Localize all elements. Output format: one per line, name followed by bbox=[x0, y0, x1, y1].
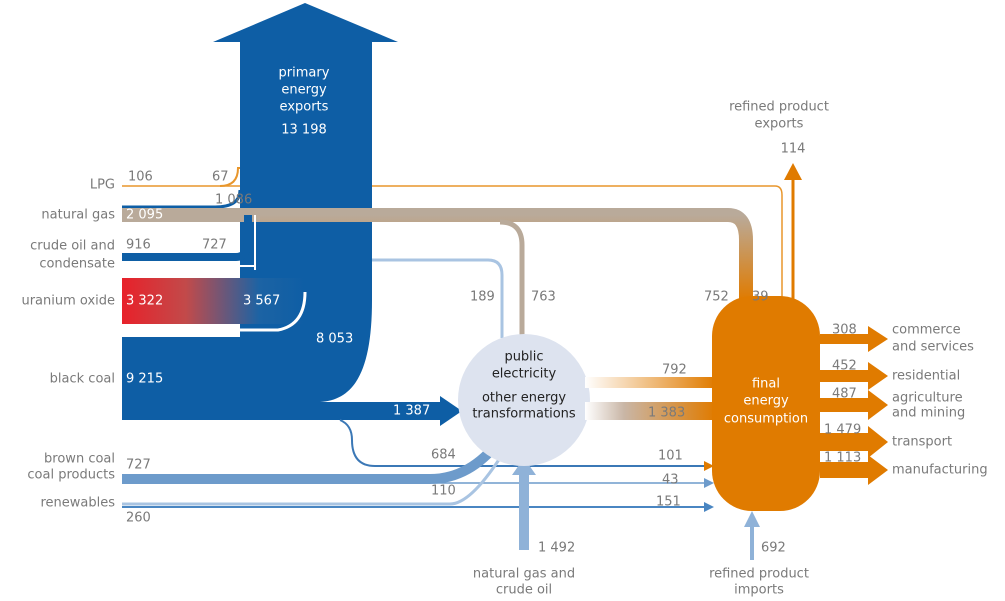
node-value: 1 492 bbox=[538, 541, 575, 556]
use-value: 1 479 bbox=[824, 423, 861, 438]
source-label: uranium oxide bbox=[21, 294, 115, 309]
natural-gas-flow bbox=[122, 208, 753, 300]
use-value: 1 113 bbox=[824, 451, 861, 466]
node-label: energy bbox=[281, 83, 327, 98]
separator bbox=[122, 291, 307, 332]
black-coal-to-transformation bbox=[122, 396, 462, 426]
flow-value: 752 bbox=[704, 290, 729, 305]
gas-to-transformation bbox=[499, 219, 525, 338]
lpg-export-flow bbox=[219, 167, 240, 187]
use-label: manufacturing bbox=[892, 463, 988, 478]
gas-export-flow bbox=[122, 189, 242, 209]
source-label: coal products bbox=[27, 468, 115, 483]
flow-value: 110 bbox=[431, 484, 456, 499]
flows bbox=[122, 3, 888, 560]
flow-value: 67 bbox=[212, 170, 229, 185]
use-label: and mining bbox=[892, 406, 965, 421]
node-label: final bbox=[752, 377, 780, 392]
flow-value: 8 053 bbox=[316, 332, 353, 347]
source-value: 106 bbox=[128, 170, 153, 185]
use-value: 308 bbox=[832, 323, 857, 338]
flow-value: 792 bbox=[662, 363, 687, 378]
source-value: 2 095 bbox=[126, 208, 163, 223]
source-value: 727 bbox=[126, 458, 151, 473]
use-label: and services bbox=[892, 340, 974, 355]
use-arrow bbox=[820, 326, 888, 352]
node-label: electricity bbox=[492, 367, 557, 382]
source-label: condensate bbox=[39, 257, 115, 272]
coal-to-final bbox=[339, 419, 710, 467]
transformation-node bbox=[458, 334, 590, 466]
renewables-to-transformation bbox=[122, 457, 502, 506]
node-label: natural gas and bbox=[473, 567, 575, 582]
use-arrow bbox=[820, 455, 888, 485]
source-label: crude oil and bbox=[30, 239, 115, 254]
source-label: renewables bbox=[40, 496, 115, 511]
use-value: 487 bbox=[832, 387, 857, 402]
node-label: refined product bbox=[729, 100, 829, 115]
use-arrow bbox=[820, 390, 888, 420]
arrow-head bbox=[784, 163, 802, 180]
node-label: crude oil bbox=[496, 583, 552, 598]
flow-value: 763 bbox=[531, 290, 556, 305]
flow-value: 39 bbox=[752, 290, 769, 305]
electricity-to-final bbox=[585, 377, 715, 388]
node-label: public bbox=[504, 350, 543, 365]
arrow-head bbox=[704, 478, 714, 488]
node-label: consumption bbox=[724, 412, 808, 427]
use-arrow bbox=[820, 426, 888, 458]
node-value: 114 bbox=[781, 142, 806, 157]
use-label: transport bbox=[892, 435, 952, 450]
lpg-flow bbox=[122, 185, 783, 300]
node-label: exports bbox=[280, 100, 329, 115]
source-label: black coal bbox=[50, 372, 115, 387]
arrow-head bbox=[704, 461, 714, 471]
source-value: 916 bbox=[126, 238, 151, 253]
node-label: refined product bbox=[709, 567, 809, 582]
source-value: 260 bbox=[126, 511, 151, 526]
source-value: 3 322 bbox=[126, 294, 163, 309]
node-label: imports bbox=[734, 583, 784, 598]
use-arrow bbox=[820, 362, 888, 390]
node-label: primary bbox=[279, 66, 330, 81]
export-arrow-head bbox=[213, 3, 398, 42]
flow-value: 1 387 bbox=[393, 404, 430, 419]
use-label: commerce bbox=[892, 323, 961, 338]
node-value: 692 bbox=[761, 541, 786, 556]
node-label: exports bbox=[755, 117, 804, 132]
node-label: energy bbox=[743, 394, 789, 409]
flow-value: 727 bbox=[202, 238, 227, 253]
flow-value: 1 383 bbox=[648, 406, 685, 421]
node-value: 13 198 bbox=[281, 123, 327, 138]
source-label: LPG bbox=[90, 178, 115, 193]
crude-flow bbox=[122, 215, 252, 261]
use-label: residential bbox=[892, 369, 960, 384]
flow-value: 3 567 bbox=[243, 294, 280, 309]
use-label: agriculture bbox=[892, 391, 963, 406]
source-value: 9 215 bbox=[126, 372, 163, 387]
uranium-flow bbox=[122, 270, 305, 324]
source-label: brown coal bbox=[44, 452, 115, 467]
node-label: transformations bbox=[472, 407, 576, 422]
source-label: natural gas bbox=[41, 208, 115, 223]
flow-value: 189 bbox=[470, 290, 495, 305]
flow-value: 101 bbox=[658, 449, 683, 464]
node-label: other energy bbox=[482, 391, 566, 406]
final-node bbox=[712, 296, 820, 511]
flow-value: 151 bbox=[656, 495, 681, 510]
arrow-head bbox=[744, 511, 760, 527]
flow-value: 43 bbox=[662, 473, 679, 488]
gas-crude-input bbox=[512, 458, 536, 550]
flow-value: 1 086 bbox=[215, 193, 252, 208]
export-return-flow bbox=[372, 258, 504, 338]
flow-value: 684 bbox=[431, 448, 456, 463]
arrow-head bbox=[704, 502, 714, 512]
labels: primary energy exports 13 198 refined pr… bbox=[21, 66, 987, 598]
use-value: 452 bbox=[832, 359, 857, 374]
other-to-final bbox=[585, 402, 715, 420]
